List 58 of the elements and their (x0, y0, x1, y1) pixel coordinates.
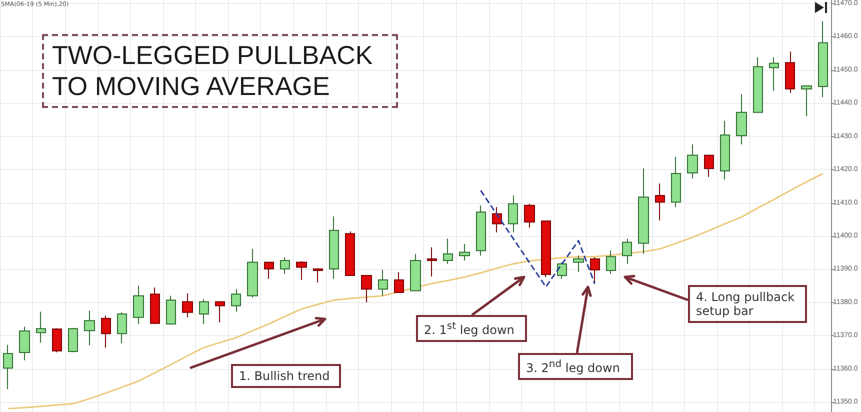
candlestick (704, 154, 714, 178)
candlestick (590, 256, 600, 283)
candlestick (296, 260, 307, 280)
line-series (480, 190, 596, 288)
candlestick (427, 246, 437, 277)
candlestick (671, 156, 681, 208)
candlestick (573, 255, 584, 273)
candlestick (378, 269, 388, 296)
candlestick (264, 262, 274, 280)
candlestick (182, 292, 193, 318)
candlestick (443, 238, 453, 264)
candlestick (313, 268, 323, 283)
candlestick (541, 220, 551, 278)
candlestick (199, 298, 209, 324)
candlestick (459, 243, 470, 262)
candlestick (655, 183, 665, 221)
candlestick (19, 326, 30, 361)
candlestick (801, 85, 812, 117)
candlestick (101, 315, 111, 348)
candlestick (622, 238, 632, 264)
annotation: 1. Bullish trend (231, 364, 341, 388)
candlestick (508, 194, 518, 233)
candlestick (524, 203, 535, 228)
candlestick (492, 206, 502, 233)
candlestick (345, 230, 355, 276)
candlestick (3, 344, 13, 390)
text: TWO-LEGGED PULLBACK TO MOVING AVERAGE (42, 34, 398, 108)
annotation: 3. 2$^{nd}$ leg down (518, 353, 633, 380)
candlestick (150, 286, 160, 324)
line-series (7, 172, 824, 410)
candlestick (280, 256, 290, 274)
candlestick (410, 253, 421, 292)
candlestick (476, 204, 486, 256)
annotation: 2. 1$^{st}$ leg down (416, 315, 527, 342)
candlestick (231, 288, 241, 312)
candlestick (687, 144, 698, 180)
candlestick (68, 327, 78, 353)
candlestick (606, 250, 616, 274)
candlestick (720, 120, 730, 180)
candlestick (247, 248, 258, 298)
candlestick (785, 51, 795, 94)
candlestick (133, 285, 144, 324)
candlestick (36, 311, 46, 344)
candlestick (769, 56, 779, 92)
candlestick (557, 262, 567, 280)
candlestick (117, 312, 127, 344)
candlestick (215, 301, 225, 323)
candlestick (52, 328, 62, 353)
candlestick (361, 275, 372, 303)
candlestick (329, 216, 339, 280)
candlestick (736, 94, 747, 145)
candlestick (818, 20, 828, 98)
candlestick (84, 310, 95, 346)
candlestick (638, 168, 649, 254)
candlestick (166, 295, 176, 324)
candlestick (753, 56, 763, 113)
candlestick (394, 272, 404, 293)
annotation: 4. Long pullback setup bar (688, 285, 807, 323)
